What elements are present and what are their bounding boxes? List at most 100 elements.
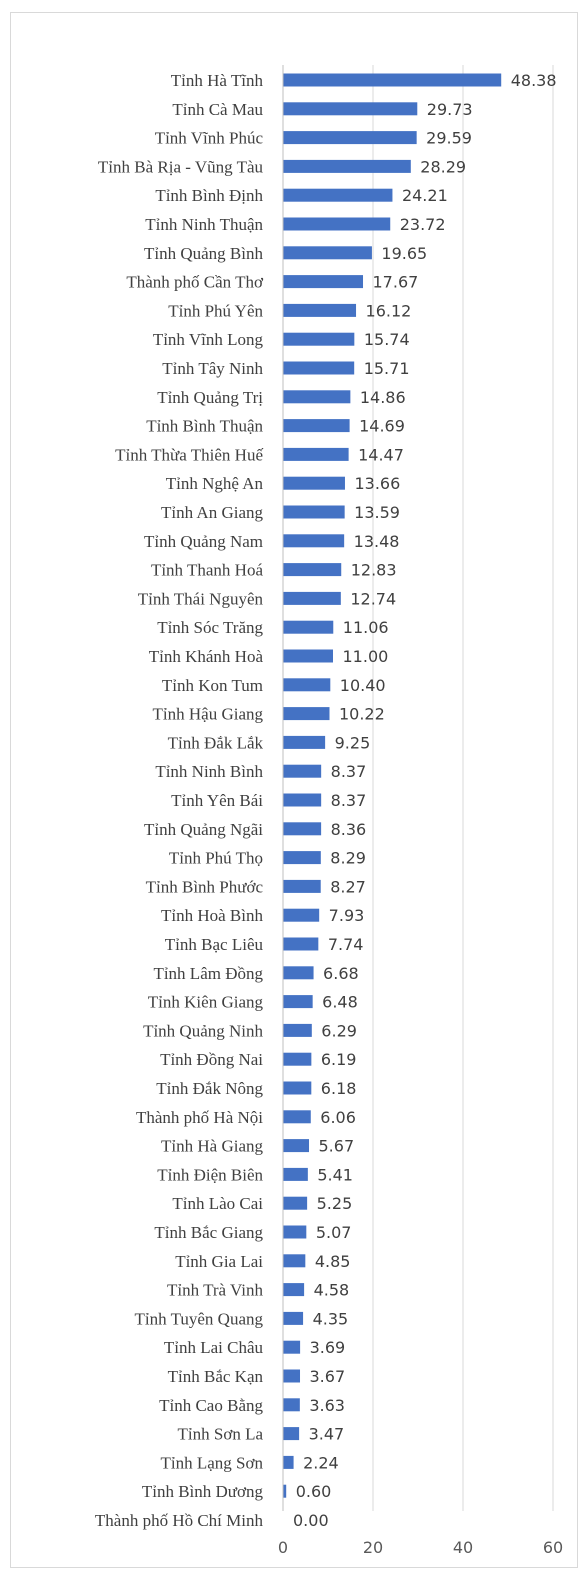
data-label: 4.85	[315, 1252, 351, 1271]
bar	[283, 159, 411, 173]
category-label: Tỉnh Thái Nguyên	[138, 589, 264, 608]
bar	[283, 591, 341, 605]
category-label: Tỉnh Cà Mau	[172, 100, 263, 119]
data-label: 4.35	[313, 1309, 349, 1328]
bar	[283, 1283, 305, 1297]
bar	[283, 822, 322, 836]
bar	[283, 188, 393, 202]
bar	[283, 1254, 306, 1268]
category-label: Tỉnh Bạc Liêu	[165, 935, 264, 954]
bar	[283, 1196, 308, 1210]
category-label: Tỉnh Phú Thọ	[169, 849, 263, 868]
bar	[283, 707, 330, 721]
category-label: Tỉnh Bà Rịa - Vũng Tàu	[98, 157, 264, 176]
data-label: 2.24	[303, 1453, 339, 1472]
data-label: 6.19	[321, 1050, 357, 1069]
x-tick-label: 60	[543, 1538, 563, 1557]
data-label: 3.69	[310, 1338, 346, 1357]
data-label: 4.58	[314, 1281, 350, 1300]
category-label: Tỉnh Hà Giang	[161, 1137, 263, 1156]
category-label: Tỉnh Bình Thuận	[146, 417, 263, 436]
data-label: 3.67	[310, 1367, 346, 1386]
bar	[283, 1081, 312, 1095]
category-label: Tỉnh Lào Cai	[172, 1194, 263, 1213]
gridlines	[282, 65, 554, 1511]
bar	[283, 1167, 308, 1181]
x-tick-label: 40	[453, 1538, 473, 1557]
data-label: 7.93	[329, 906, 365, 925]
bar	[283, 1398, 300, 1412]
data-label: 14.69	[359, 417, 405, 436]
category-label: Tỉnh Kon Tum	[162, 676, 263, 695]
data-label: 48.38	[511, 71, 557, 90]
data-label: 5.41	[317, 1165, 353, 1184]
category-label: Tỉnh Điện Biên	[157, 1165, 263, 1184]
category-label: Tỉnh Hà Tĩnh	[171, 71, 264, 90]
bar	[283, 1139, 310, 1153]
data-label: 14.47	[358, 445, 404, 464]
data-label: 11.00	[343, 647, 389, 666]
category-label: Tỉnh Trà Vinh	[167, 1281, 263, 1300]
data-label: 6.68	[323, 964, 359, 983]
bar-chart: Tỉnh Hà Tĩnh Tỉnh Cà Mau Tỉnh Vĩnh Phúc Tỉn…	[95, 65, 563, 1557]
data-label: 8.37	[331, 791, 367, 810]
data-label: 28.29	[420, 157, 466, 176]
category-label: Tỉnh Nghệ An	[166, 474, 264, 493]
category-label: Tỉnh Quảng Bình	[144, 244, 263, 263]
data-label: 16.12	[366, 301, 412, 320]
bar	[283, 1311, 304, 1325]
category-label: Tỉnh Vĩnh Phúc	[155, 129, 264, 148]
data-label: 17.67	[373, 273, 419, 292]
bar	[283, 361, 355, 375]
data-label: 29.73	[427, 100, 473, 119]
bar	[283, 908, 320, 922]
data-label: 6.48	[322, 993, 358, 1012]
bars	[283, 73, 502, 1498]
category-label: Tỉnh Bình Định	[155, 186, 263, 205]
bar	[283, 332, 355, 346]
data-label: 5.07	[316, 1223, 352, 1242]
data-label: 8.27	[330, 877, 366, 896]
category-label: Tỉnh Ninh Bình	[155, 762, 263, 781]
chart-frame: Tỉnh Hà Tĩnh Tỉnh Cà Mau Tỉnh Vĩnh Phúc Tỉn…	[10, 12, 578, 1568]
data-label: 14.86	[360, 388, 406, 407]
bar	[283, 1340, 301, 1354]
data-label: 7.74	[328, 935, 364, 954]
category-label: Tỉnh Ninh Thuận	[145, 215, 263, 234]
data-label: 13.48	[354, 532, 400, 551]
category-label: Tỉnh Quảng Trị	[157, 388, 263, 407]
category-label: Tỉnh Yên Bái	[171, 791, 263, 810]
bar	[283, 851, 321, 865]
bar	[283, 476, 345, 490]
category-label: Thành phố Hồ Chí Minh	[95, 1511, 264, 1530]
data-label: 23.72	[400, 215, 446, 234]
category-label: Tỉnh Khánh Hoà	[149, 647, 264, 666]
category-label: Tỉnh Phú Yên	[168, 301, 263, 320]
bar	[283, 1484, 287, 1498]
bar	[283, 678, 331, 692]
category-label: Tỉnh Thanh Hoá	[151, 561, 264, 580]
data-label: 3.63	[309, 1396, 345, 1415]
bar	[283, 1427, 300, 1441]
data-label: 3.47	[309, 1425, 345, 1444]
data-label: 10.22	[339, 705, 385, 724]
bar	[283, 1052, 312, 1066]
x-axis-ticks: 0 20 40 60	[278, 1538, 563, 1557]
bar	[283, 390, 351, 404]
bar	[283, 563, 342, 577]
category-label: Tỉnh Kiên Giang	[148, 993, 264, 1012]
data-label: 24.21	[402, 186, 448, 205]
category-label: Tỉnh Vĩnh Long	[153, 330, 264, 349]
data-label: 0.00	[293, 1511, 329, 1530]
category-label: Tỉnh Hậu Giang	[153, 705, 264, 724]
bar	[283, 764, 322, 778]
category-label: Tỉnh Bình Phước	[146, 877, 264, 896]
data-label: 13.59	[354, 503, 400, 522]
category-label: Tỉnh Đồng Nai	[160, 1050, 263, 1069]
bar	[283, 102, 418, 116]
bar	[283, 1455, 294, 1469]
category-label: Tỉnh Thừa Thiên Huế	[115, 445, 263, 464]
category-label: Tỉnh Cao Bằng	[159, 1396, 263, 1415]
category-label: Tỉnh Gia Lai	[175, 1252, 263, 1271]
data-label: 8.36	[331, 820, 367, 839]
